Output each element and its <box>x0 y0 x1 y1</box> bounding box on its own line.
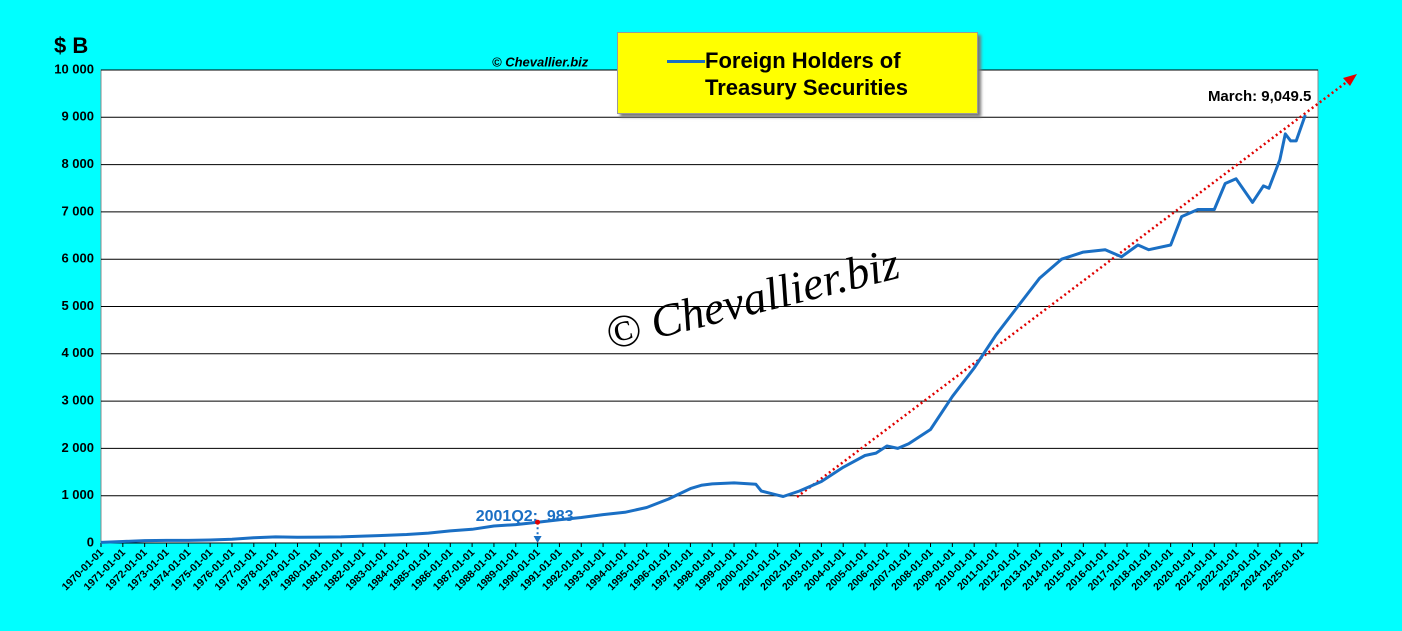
y-tick-label: 4 000 <box>61 345 94 360</box>
legend-swatch <box>667 60 705 63</box>
legend: Foreign Holders of Treasury Securities <box>617 32 978 114</box>
trend-arrowhead <box>1343 74 1357 86</box>
annotation-arrowhead <box>533 536 542 543</box>
y-tick-label: 9 000 <box>61 109 94 124</box>
annotation: 2001Q2: 983 <box>476 508 574 525</box>
y-tick-label: 8 000 <box>61 156 94 171</box>
y-tick-label: 7 000 <box>61 203 94 218</box>
legend-label: Foreign Holders of Treasury Securities <box>705 48 909 100</box>
y-axis-label: $ B <box>54 33 88 58</box>
y-tick-label: 5 000 <box>61 298 94 313</box>
y-tick-label: 0 <box>87 534 94 549</box>
y-tick-label: 2 000 <box>61 440 94 455</box>
marks <box>100 114 1307 544</box>
y-tick-label: 6 000 <box>61 251 94 266</box>
credit: © Chevallier.biz <box>492 54 589 69</box>
trend-line <box>796 77 1353 498</box>
series-line <box>100 114 1307 544</box>
y-tick-label: 10 000 <box>54 61 94 76</box>
annotation: March: 9,049.5 <box>1208 88 1311 105</box>
y-tick-label: 3 000 <box>61 393 94 408</box>
y-tick-label: 1 000 <box>61 487 94 502</box>
annotation-point <box>535 519 541 525</box>
grid <box>100 69 1318 547</box>
